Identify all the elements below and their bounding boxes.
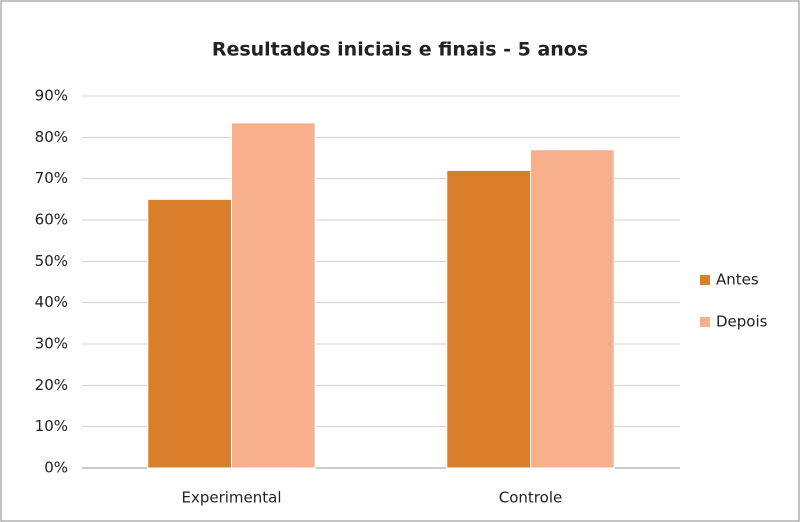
y-tick-label: 30%	[35, 335, 68, 353]
legend-label: Antes	[716, 271, 759, 289]
y-tick-label: 70%	[35, 169, 68, 187]
x-tick-label: Controle	[499, 489, 562, 507]
bar	[231, 122, 316, 469]
legend-label: Depois	[716, 313, 768, 331]
x-tick-label: Experimental	[181, 489, 281, 507]
chart-title: Resultados iniciais e finais - 5 anos	[212, 39, 588, 61]
y-tick-label: 10%	[35, 417, 68, 435]
legend-swatch	[700, 275, 710, 285]
y-tick-label: 0%	[44, 459, 68, 477]
y-tick-label: 40%	[35, 293, 68, 311]
bar	[446, 169, 531, 469]
y-tick-label: 90%	[35, 87, 68, 105]
legend-swatch	[700, 317, 710, 327]
y-tick-label: 60%	[35, 211, 68, 229]
bar	[530, 149, 615, 469]
y-tick-label: 80%	[35, 128, 68, 146]
y-tick-label: 20%	[35, 376, 68, 394]
bar	[147, 198, 232, 469]
y-tick-label: 50%	[35, 252, 68, 270]
